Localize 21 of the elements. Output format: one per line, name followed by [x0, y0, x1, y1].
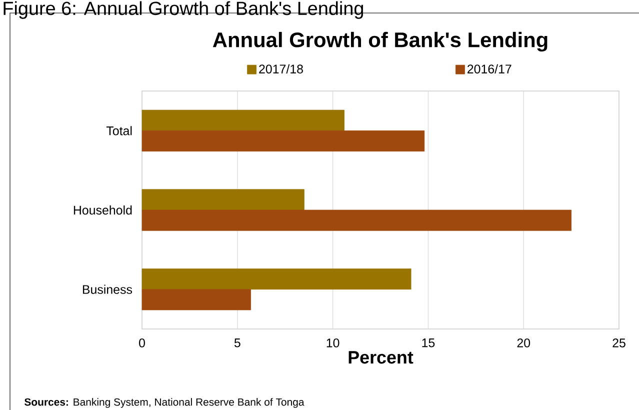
- x-tick-label: 25: [612, 338, 626, 348]
- legend-label: 2016/17: [468, 64, 512, 74]
- x-axis-title: Percent: [348, 351, 414, 364]
- chart-title: Annual Growth of Bank's Lending: [212, 32, 548, 52]
- caption: Figure 6: Annual Growth of Bank's Lending: [4, 1, 363, 19]
- bar: [142, 268, 412, 290]
- y-tick-label: Business: [82, 284, 132, 294]
- x-tick-label: 5: [234, 338, 240, 348]
- bar: [142, 289, 251, 310]
- x-tick-label: 15: [422, 338, 435, 348]
- text: Sources: Banking System, National Reserve Bank of Tonga: [24, 398, 304, 408]
- bar: [142, 110, 344, 131]
- x-tick-label: 10: [326, 338, 340, 348]
- bar: [142, 210, 572, 231]
- x-tick-label: 20: [517, 338, 530, 348]
- y-tick-label: Household: [74, 205, 132, 215]
- y-tick-label: Total: [106, 126, 132, 136]
- x-tick-label: 0: [139, 338, 145, 348]
- bar: [142, 189, 304, 210]
- legend-label: 2017/18: [259, 64, 303, 74]
- bar: [142, 130, 425, 152]
